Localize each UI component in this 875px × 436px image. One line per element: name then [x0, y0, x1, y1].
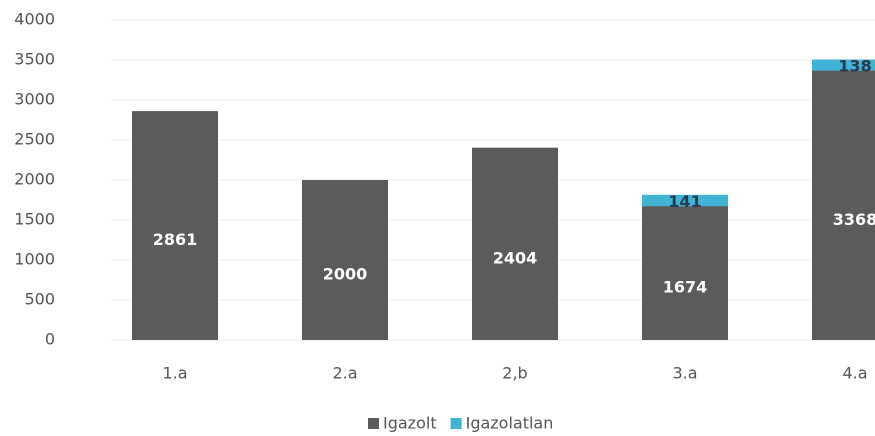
bar-segment [642, 194, 728, 207]
data-label: 1674 [663, 278, 708, 297]
y-tick-label: 0 [45, 330, 55, 349]
x-tick-label: 3.a [672, 364, 697, 383]
data-label: 3368 [833, 210, 875, 229]
bar-segment [302, 180, 388, 340]
bar-segment [132, 111, 218, 341]
legend-swatch [368, 418, 379, 429]
y-tick-label: 1000 [14, 250, 55, 269]
data-label: 2404 [493, 248, 538, 267]
legend-label: Igazolt [383, 414, 437, 433]
y-tick-label: 4000 [14, 10, 55, 29]
data-label: 141 [668, 192, 701, 211]
bar-segment [812, 70, 875, 340]
x-tick-label: 4.a [842, 364, 867, 383]
data-label: 2861 [153, 230, 198, 249]
data-label: 2000 [323, 265, 368, 284]
x-tick-label: 2,b [502, 364, 527, 383]
y-tick-label: 3500 [14, 50, 55, 69]
x-tick-label: 1.a [162, 364, 187, 383]
y-tick-label: 2000 [14, 170, 55, 189]
x-tick-label: 2.a [332, 364, 357, 383]
legend-swatch [450, 418, 462, 429]
bar-segment [472, 147, 558, 340]
y-tick-label: 500 [24, 290, 55, 309]
legend-label: Igazolatlan [466, 414, 554, 433]
y-tick-label: 1500 [14, 210, 55, 229]
bar-segment [812, 59, 875, 71]
bar-segment [642, 206, 728, 340]
y-tick-label: 2500 [14, 130, 55, 149]
y-tick-label: 3000 [14, 90, 55, 109]
data-label: 138 [838, 57, 871, 76]
